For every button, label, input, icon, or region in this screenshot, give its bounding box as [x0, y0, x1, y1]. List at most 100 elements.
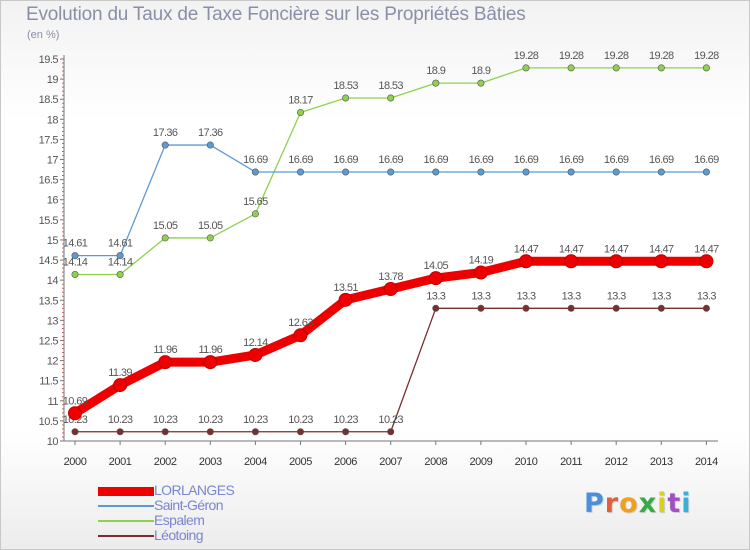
x-tick-label: 2006 [334, 456, 357, 468]
y-tick-label: 10.5 [39, 416, 59, 428]
unit-label: (en %) [27, 29, 60, 41]
x-tick-label: 2001 [109, 456, 132, 468]
legend-label: Léotoing [154, 527, 204, 543]
logo-letter: P [584, 488, 605, 519]
data-label-leotoing: 13.3 [516, 290, 535, 302]
data-point-leotoing [387, 428, 395, 436]
y-tick-label: 18.5 [39, 94, 59, 106]
x-tick-label: 2003 [199, 456, 222, 468]
data-point-espalem [116, 271, 124, 279]
data-point-leotoing [296, 428, 304, 436]
data-label-lorlanges: 14.47 [694, 243, 719, 255]
y-tick-label: 13 [47, 315, 59, 327]
data-label-lorlanges: 14.47 [559, 243, 584, 255]
data-point-leotoing [657, 304, 665, 312]
x-tick-label: 2008 [424, 456, 447, 468]
data-point-espalem [251, 210, 259, 218]
data-label-espalem: 19.28 [694, 50, 719, 62]
data-point-lorlanges [158, 355, 173, 370]
y-tick-label: 14.5 [39, 255, 59, 267]
data-label-leotoing: 10.23 [108, 414, 133, 426]
data-point-saint-geron [612, 168, 620, 176]
y-tick-label: 12 [47, 356, 59, 368]
y-tick-label: 16 [47, 195, 59, 207]
data-label-saint-geron: 16.69 [243, 154, 268, 166]
logo-letter: o [619, 488, 639, 519]
data-label-lorlanges: 12.14 [243, 337, 268, 349]
x-tick-label: 2014 [695, 456, 718, 468]
data-point-leotoing [342, 428, 350, 436]
y-tick-label: 16.5 [39, 175, 59, 187]
y-tick-label: 10 [47, 436, 59, 448]
data-label-espalem: 18.53 [333, 80, 358, 92]
data-label-saint-geron: 16.69 [604, 154, 629, 166]
data-point-lorlanges [113, 378, 128, 393]
data-label-lorlanges: 11.39 [108, 367, 132, 379]
data-point-espalem [477, 79, 485, 87]
data-label-saint-geron: 14.61 [108, 238, 133, 250]
data-point-lorlanges [564, 254, 579, 269]
data-label-leotoing: 10.23 [243, 414, 268, 426]
data-label-saint-geron: 16.69 [333, 154, 358, 166]
data-label-espalem: 14.14 [63, 257, 88, 269]
data-point-lorlanges [654, 254, 669, 269]
legend-label: Espalem [154, 512, 205, 528]
x-tick-label: 2007 [379, 456, 402, 468]
data-label-leotoing: 13.3 [471, 290, 490, 302]
data-point-saint-geron [296, 168, 304, 176]
legend-label: LORLANGES [154, 482, 235, 498]
data-point-saint-geron [387, 168, 395, 176]
data-label-saint-geron: 16.69 [514, 154, 539, 166]
data-label-leotoing: 10.23 [198, 414, 223, 426]
x-tick-label: 2011 [560, 456, 582, 468]
data-point-leotoing [612, 304, 620, 312]
logo-letter: i [657, 488, 668, 519]
data-label-lorlanges: 14.19 [469, 255, 494, 267]
y-tick-label: 19 [47, 74, 59, 86]
data-point-espalem [161, 234, 169, 242]
data-label-leotoing: 10.23 [153, 414, 178, 426]
y-tick-label: 17.5 [39, 134, 59, 146]
data-label-saint-geron: 16.69 [469, 154, 494, 166]
chart-title: Evolution du Taux de Taxe Foncière sur l… [26, 4, 526, 25]
data-label-leotoing: 13.3 [697, 290, 716, 302]
logo-letter: t [667, 488, 682, 519]
legend-swatch [98, 520, 154, 522]
data-point-espalem [612, 64, 620, 72]
y-tick-label: 11 [48, 396, 59, 408]
data-point-lorlanges [699, 254, 714, 269]
legend-swatch [98, 535, 154, 537]
data-point-espalem [296, 108, 304, 116]
logo-letter: i [681, 488, 692, 519]
data-label-espalem: 18.17 [288, 94, 313, 106]
data-point-espalem [342, 94, 350, 102]
data-label-leotoing: 10.23 [378, 414, 403, 426]
data-point-espalem [657, 64, 665, 72]
data-label-lorlanges: 11.96 [153, 344, 177, 356]
data-point-espalem [387, 94, 395, 102]
data-point-espalem [432, 79, 440, 87]
data-point-lorlanges [203, 355, 218, 370]
data-label-leotoing: 13.3 [426, 290, 445, 302]
x-tick-label: 2012 [605, 456, 628, 468]
data-label-saint-geron: 16.69 [288, 154, 313, 166]
data-point-saint-geron [567, 168, 575, 176]
data-label-leotoing: 10.23 [333, 414, 358, 426]
y-tick-label: 15.5 [39, 215, 59, 227]
data-label-lorlanges: 14.47 [514, 243, 539, 255]
data-point-lorlanges [338, 292, 353, 307]
data-point-leotoing [702, 304, 710, 312]
data-label-saint-geron: 14.61 [63, 238, 88, 250]
data-label-lorlanges: 11.96 [198, 344, 222, 356]
logo-letter: x [638, 488, 658, 519]
data-label-saint-geron: 16.69 [424, 154, 449, 166]
data-point-lorlanges [473, 265, 488, 280]
data-point-lorlanges [519, 254, 533, 269]
data-point-lorlanges [68, 406, 82, 421]
y-tick-label: 15 [47, 235, 59, 247]
data-label-espalem: 19.28 [604, 50, 629, 62]
x-tick-label: 2009 [469, 456, 492, 468]
data-label-lorlanges: 14.05 [424, 260, 449, 272]
logo-letter: r [604, 488, 620, 519]
